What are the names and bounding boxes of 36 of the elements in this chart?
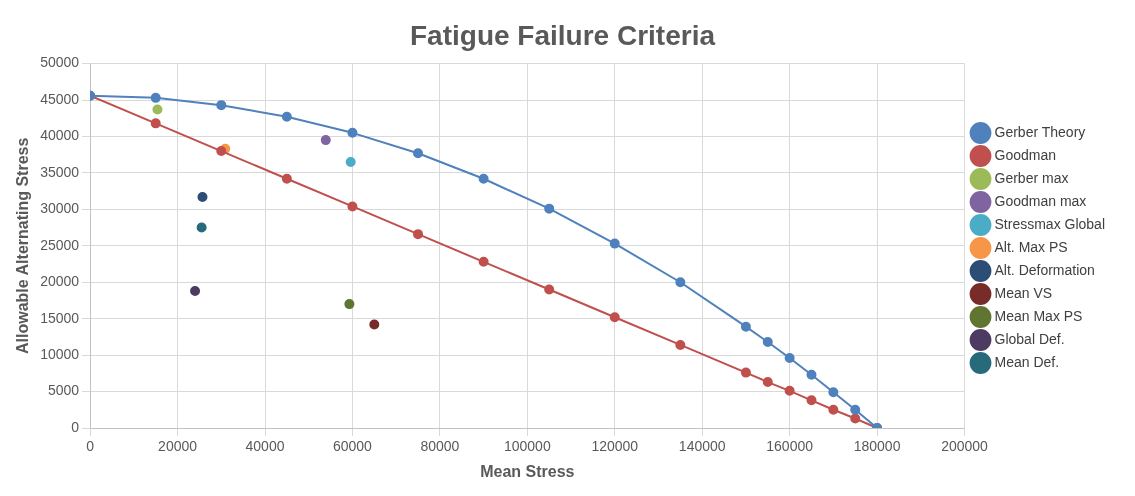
y-tick-label: 20000 — [40, 273, 80, 290]
y-tick-label: 35000 — [40, 163, 80, 180]
x-tick-label: 100000 — [503, 438, 551, 455]
chart-title: Fatigue Failure Criteria — [410, 19, 716, 51]
x-tick-label: 160000 — [766, 438, 814, 455]
y-tick-label: 30000 — [40, 200, 80, 217]
legend-label: Global Def. — [994, 330, 1065, 347]
x-tick-label: 120000 — [591, 438, 639, 455]
y-tick-label: 25000 — [40, 236, 80, 253]
x-tick-label: 20000 — [158, 438, 198, 455]
y-tick-label: 40000 — [40, 127, 80, 144]
y-axis-title: Allowable Alternating Stress — [14, 137, 32, 354]
x-tick-label: 80000 — [420, 438, 460, 455]
legend-label: Mean Max PS — [994, 307, 1083, 324]
x-tick-label: 140000 — [678, 438, 726, 455]
legend-label: Gerber Theory — [994, 123, 1086, 140]
legend-label: Alt. Max PS — [994, 238, 1068, 255]
y-tick-label: 10000 — [40, 345, 80, 362]
x-tick-label: 60000 — [332, 438, 373, 455]
y-tick-label: 15000 — [40, 309, 80, 326]
y-tick-label: 5000 — [47, 382, 80, 399]
legend-label: Mean Def. — [994, 353, 1060, 370]
y-tick-label: 50000 — [40, 54, 80, 71]
x-tick-label: 180000 — [853, 438, 901, 455]
x-tick-label: 0 — [86, 438, 95, 455]
x-tick-label: 40000 — [245, 438, 285, 455]
y-tick-label: 0 — [71, 418, 80, 435]
legend-label: Goodman — [994, 146, 1056, 163]
x-tick-label: 200000 — [941, 438, 989, 455]
legend-label: Mean VS — [994, 284, 1053, 301]
x-axis-title: Mean Stress — [480, 462, 575, 480]
legend-label: Alt. Deformation — [994, 261, 1095, 278]
legend-label: Gerber max — [994, 169, 1069, 186]
legend-label: Goodman max — [994, 192, 1087, 209]
legend-label: Stressmax Global — [994, 215, 1105, 232]
y-tick-label: 45000 — [40, 90, 80, 107]
